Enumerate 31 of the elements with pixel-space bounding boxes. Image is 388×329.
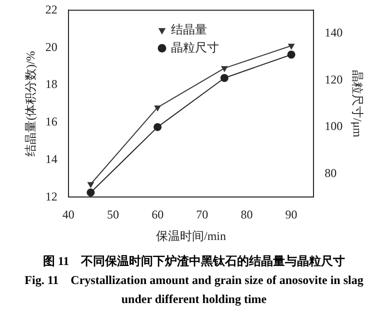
x-tick-label: 90	[285, 208, 298, 222]
legend-label: 结晶量	[171, 22, 207, 36]
point	[288, 44, 295, 50]
point	[87, 182, 94, 188]
y-tick-label: 18	[45, 77, 58, 92]
y2-tick-label: 80	[324, 166, 337, 180]
x-axis-title: 保温时间/min	[156, 228, 226, 243]
y2-tick-label: 120	[324, 72, 343, 86]
y2-tick-label: 100	[324, 119, 343, 134]
y-tick-label: 16	[45, 114, 58, 129]
point	[154, 105, 162, 112]
x-tick-label: 80	[240, 208, 253, 222]
y-axis-title: 结晶量(体积分数)/%	[23, 51, 38, 156]
x-tick-label: 70	[196, 208, 208, 222]
y-tick-label: 12	[45, 189, 58, 204]
point	[220, 74, 228, 82]
point	[154, 123, 162, 132]
point	[86, 188, 95, 197]
point	[220, 66, 228, 72]
legend-label: 晶粒尺寸	[171, 40, 219, 54]
x-tick-label: 50	[106, 208, 119, 222]
y-tick-label: 22	[45, 2, 58, 16]
text: Fig. 11 Crystallization amount and grain size of anosovite in slag under different holding time	[24, 272, 364, 308]
y2-axis-title: 晶粒尺寸/μm	[350, 70, 365, 138]
x-tick-label: 60	[152, 208, 164, 222]
y2-tick-label: 140	[324, 26, 343, 40]
text: 图 11 不同保温时间下炉渣中黑钛石的结晶量与晶粒尺寸	[42, 253, 346, 270]
x-tick-label: 40	[62, 208, 74, 222]
y-tick-label: 20	[45, 40, 58, 54]
point	[287, 50, 296, 59]
y-tick-label: 14	[45, 152, 58, 166]
